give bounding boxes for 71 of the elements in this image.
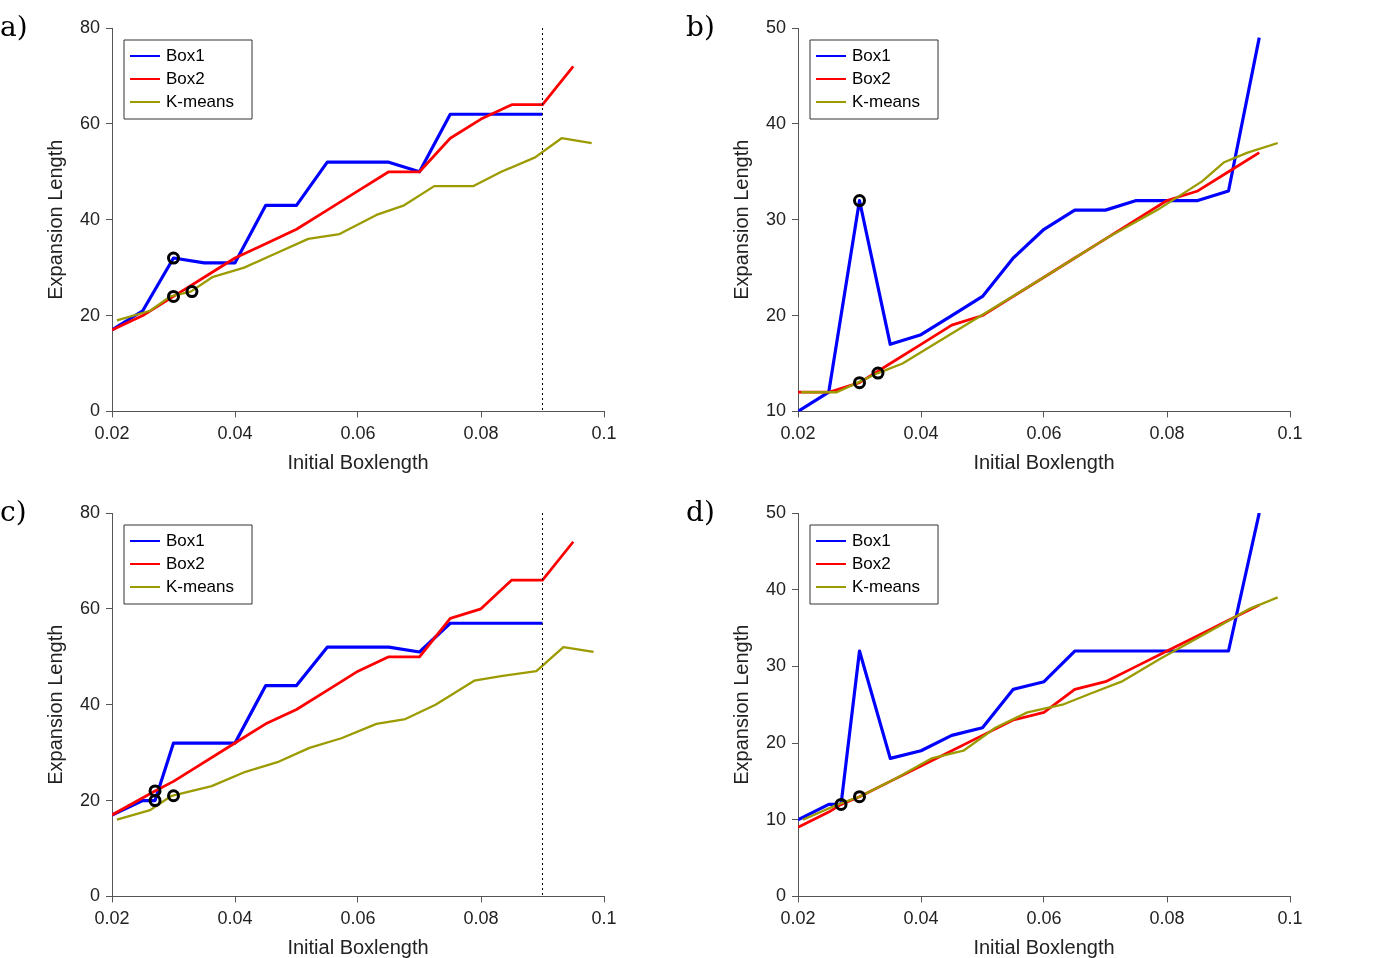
point [167,251,180,265]
x-tick-label: 0.04 [903,908,939,929]
y-tick-label: 50 [765,16,786,37]
legend-label: K-means [852,576,921,596]
point [871,366,885,380]
chart-title: d) [686,495,715,528]
x-tick-label: 0.04 [217,908,253,929]
y-tick-label: 80 [79,16,100,37]
y-tick-label: 20 [79,304,100,325]
chart-title: a) [0,10,28,43]
x-tick-label: 0.06 [1026,423,1062,444]
x-tick-label: 0.1 [591,908,617,929]
x-tick-label: 0.04 [217,423,253,444]
x-axis-title: Initial Boxlength [287,935,429,958]
y-tick-label: 0 [89,885,100,906]
y-tick-label: 30 [765,655,786,676]
x-tick-label: 0.08 [1149,423,1185,444]
y-tick-label: 60 [79,597,100,618]
x-tick-label: 0.08 [1149,908,1185,929]
y-axis-title: Expansion Length [729,624,752,785]
y-tick-label: 20 [79,789,100,810]
x-tick-label: 0.02 [780,423,816,444]
y-tick-label: 40 [765,112,786,133]
x-tick-label: 0.06 [340,423,376,444]
y-tick-label: 0 [775,885,786,906]
legend-label: Box1 [852,45,891,65]
legend-label: K-means [852,91,921,111]
y-tick-label: 0 [89,400,100,421]
y-tick-label: 40 [765,578,786,599]
x-tick-label: 0.04 [903,423,939,444]
x-axis-title: Initial Boxlength [287,450,429,473]
point [853,194,866,208]
y-axis-title: Expansion Length [43,624,66,785]
y-tick-label: 40 [79,693,100,714]
y-axis-title: Expansion Length [43,139,66,300]
legend-label: Box1 [166,45,205,65]
x-tick-label: 0.08 [463,423,499,444]
y-tick-label: 10 [765,808,786,829]
legend-label: K-means [166,576,235,596]
chart-title: b) [686,10,715,43]
legend-label: Box1 [166,530,205,550]
x-axis-title: Initial Boxlength [973,450,1115,473]
x-tick-label: 0.1 [1277,908,1303,929]
y-axis-title: Expansion Length [729,139,752,300]
point [853,376,866,390]
y-tick-label: 30 [765,208,786,229]
x-tick-label: 0.02 [94,908,130,929]
y-tick-label: 40 [79,208,100,229]
legend-label: Box2 [852,553,891,573]
x-tick-label: 0.02 [94,423,130,444]
x-tick-label: 0.1 [591,423,617,444]
x-tick-label: 0.02 [780,908,816,929]
x-tick-label: 0.08 [463,908,499,929]
y-tick-label: 20 [765,732,786,753]
y-tick-label: 80 [79,501,100,522]
legend-label: Box2 [852,68,891,88]
x-tick-label: 0.06 [340,908,376,929]
x-tick-label: 0.06 [1026,908,1062,929]
legend-label: Box1 [852,530,891,550]
y-tick-label: 50 [765,501,786,522]
point [185,285,199,299]
legend-label: Box2 [166,68,205,88]
chart-title: c) [0,495,27,528]
legend-label: Box2 [166,553,205,573]
y-tick-label: 10 [765,400,786,421]
y-tick-label: 60 [79,112,100,133]
legend-label: K-means [166,91,235,111]
x-tick-label: 0.1 [1277,423,1303,444]
point [167,289,180,303]
y-tick-label: 20 [765,304,786,325]
x-axis-title: Initial Boxlength [973,935,1115,958]
